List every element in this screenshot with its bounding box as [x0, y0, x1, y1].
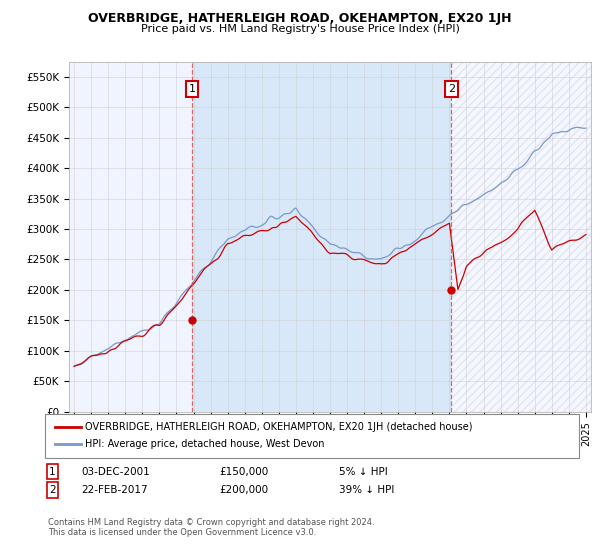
- Text: 39% ↓ HPI: 39% ↓ HPI: [339, 485, 394, 495]
- Bar: [192, 62, 451, 412]
- Text: 1: 1: [49, 466, 56, 477]
- Text: Price paid vs. HM Land Registry's House Price Index (HPI): Price paid vs. HM Land Registry's House …: [140, 24, 460, 34]
- Text: Contains HM Land Registry data © Crown copyright and database right 2024.
This d: Contains HM Land Registry data © Crown c…: [48, 518, 374, 538]
- Bar: [451, 62, 591, 412]
- Text: 03-DEC-2001: 03-DEC-2001: [81, 466, 150, 477]
- Text: 2: 2: [49, 485, 56, 495]
- Text: 1: 1: [188, 84, 196, 94]
- Text: 22-FEB-2017: 22-FEB-2017: [81, 485, 148, 495]
- Text: OVERBRIDGE, HATHERLEIGH ROAD, OKEHAMPTON, EX20 1JH: OVERBRIDGE, HATHERLEIGH ROAD, OKEHAMPTON…: [88, 12, 512, 25]
- Text: HPI: Average price, detached house, West Devon: HPI: Average price, detached house, West…: [85, 439, 325, 449]
- Text: 2: 2: [448, 84, 455, 94]
- Text: £150,000: £150,000: [219, 466, 268, 477]
- Text: OVERBRIDGE, HATHERLEIGH ROAD, OKEHAMPTON, EX20 1JH (detached house): OVERBRIDGE, HATHERLEIGH ROAD, OKEHAMPTON…: [85, 422, 473, 432]
- Text: £200,000: £200,000: [219, 485, 268, 495]
- Text: 5% ↓ HPI: 5% ↓ HPI: [339, 466, 388, 477]
